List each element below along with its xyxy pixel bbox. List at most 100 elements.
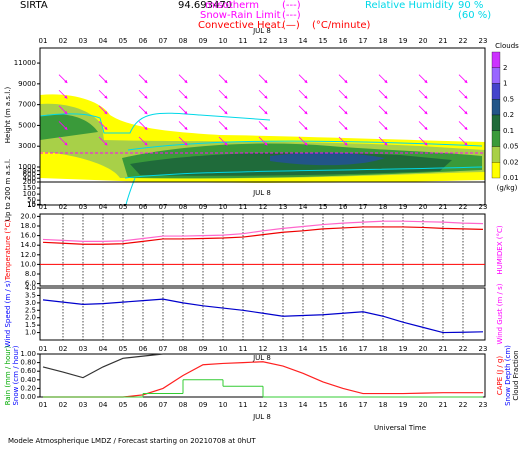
x-tick-label: 01 (39, 37, 48, 45)
wind-arrow (178, 74, 188, 84)
date-label: JUL 8 (252, 354, 271, 362)
wind-arrow (378, 121, 388, 130)
colorbar-label: 1 (503, 80, 507, 88)
x-tick-label: 12 (259, 345, 268, 353)
wind-arrow (58, 136, 68, 146)
legend-sample: (---) (282, 10, 301, 21)
wind-arrow (218, 136, 228, 146)
colorbar-swatch (491, 162, 501, 179)
legend-label: Relative Humidity (365, 0, 454, 11)
wind-arrow (418, 89, 428, 99)
wind-arrow (258, 74, 268, 84)
x-tick-label: 18 (379, 37, 388, 45)
y-tick-label: 0.20 (20, 384, 36, 392)
cloud-contour (40, 114, 98, 140)
y-axis-label: Snow (cm / hour) (12, 345, 20, 405)
wind-arrow (378, 74, 388, 84)
wind-arrow (138, 74, 148, 84)
x-tick-label: 09 (199, 37, 208, 45)
wind-arrow (378, 136, 388, 146)
y-tick-label: 100 (23, 190, 36, 198)
x-tick-label: 17 (359, 345, 368, 353)
y-tick-label: 0.80 (20, 359, 36, 367)
y-tick-label: 11000 (14, 59, 36, 67)
x-tick-label: 19 (399, 401, 408, 409)
x-tick-label: 17 (359, 37, 368, 45)
x-tick-label: 02 (59, 37, 68, 45)
x-tick-label: 07 (159, 37, 168, 45)
y-tick-label: 2.0 (25, 314, 36, 322)
y-axis-sublabel: Up to 200 m a.s.l. (4, 159, 12, 221)
plot-frame (39, 47, 486, 206)
colorbar-swatch (491, 67, 501, 84)
x-tick-label: 02 (59, 401, 68, 409)
x-tick-label: 05 (119, 37, 128, 45)
station: SIRTA (20, 0, 48, 11)
x-tick-label: 07 (159, 203, 168, 211)
x-tick-label: 02 (59, 345, 68, 353)
legend-sample: (—) (282, 20, 300, 31)
y-tick-label: 0.40 (20, 376, 36, 384)
y-tick-label: 18.0 (20, 222, 36, 230)
y2-axis-label: Snow Depth (cm) (504, 345, 512, 406)
x-tick-label: 06 (139, 37, 148, 45)
y-tick-label: 600 (23, 171, 36, 179)
wind-arrow (418, 121, 428, 130)
x-tick-label: 22 (459, 37, 468, 45)
colorbar-swatch (491, 146, 501, 163)
legend-label: Convective Heat. (198, 20, 284, 31)
x-tick-label: 10 (219, 37, 228, 45)
series-line (42, 226, 484, 245)
wind-arrow (458, 105, 468, 115)
x-tick-label: 06 (139, 345, 148, 353)
x-tick-label: 20 (419, 37, 428, 45)
y-axis-label: Rain (mm / hour) (4, 345, 12, 405)
y2-axis-label: CAPE (J / g) (496, 356, 504, 396)
y-tick-label: 16.0 (20, 232, 36, 240)
x-tick-label: 12 (259, 37, 268, 45)
x-tick-label: 15 (319, 203, 328, 211)
x-tick-label: 16 (339, 345, 348, 353)
x-tick-label: 16 (339, 401, 348, 409)
x-tick-label: 18 (379, 203, 388, 211)
x-tick-label: 13 (279, 203, 288, 211)
wind-arrow (218, 105, 228, 115)
y-tick-label: 9000 (18, 80, 36, 88)
y-tick-label: 5000 (18, 121, 36, 129)
wind-arrow (258, 89, 268, 99)
humidity-contour (127, 140, 483, 151)
legend-sample: (---) (282, 0, 301, 11)
x-tick-label: 21 (439, 401, 448, 409)
cloud-contour (270, 152, 385, 166)
colorbar-swatch (491, 114, 501, 131)
wind-arrow (458, 121, 468, 130)
x-tick-label: 19 (399, 203, 408, 211)
wind-arrow (378, 105, 388, 115)
x-tick-label: 09 (199, 203, 208, 211)
y-tick-label: 0.00 (20, 393, 36, 401)
y-tick-label: 200 (23, 178, 36, 186)
y-tick-label: 6.0 (25, 280, 36, 288)
x-tick-label: 04 (99, 37, 108, 45)
colorbar-label: 0.02 (503, 158, 519, 166)
y-tick-label: 800 (23, 167, 36, 175)
wind-arrow (178, 89, 188, 99)
wind-arrow (98, 74, 108, 84)
x-tick-label: 03 (79, 37, 88, 45)
y2-axis-label: Wind Gust (m / s) (496, 283, 504, 344)
wind-arrow (98, 105, 108, 115)
x-tick-label: 20 (419, 345, 428, 353)
x-tick-label: 03 (79, 345, 88, 353)
x-tick-label: 08 (179, 345, 188, 353)
x-tick-label: 11 (239, 401, 248, 409)
x-tick-label: 22 (459, 203, 468, 211)
legend-unit: (°C/minute) (312, 20, 371, 31)
wind-arrow (218, 89, 228, 99)
date-label: JUL 8 (252, 413, 271, 421)
colorbar-swatch (491, 51, 501, 68)
x-tick-label: 16 (339, 37, 348, 45)
y-tick-label: 2.5 (25, 306, 36, 314)
legend-label: misotherm (205, 0, 259, 11)
x-tick-label: 20 (419, 401, 428, 409)
